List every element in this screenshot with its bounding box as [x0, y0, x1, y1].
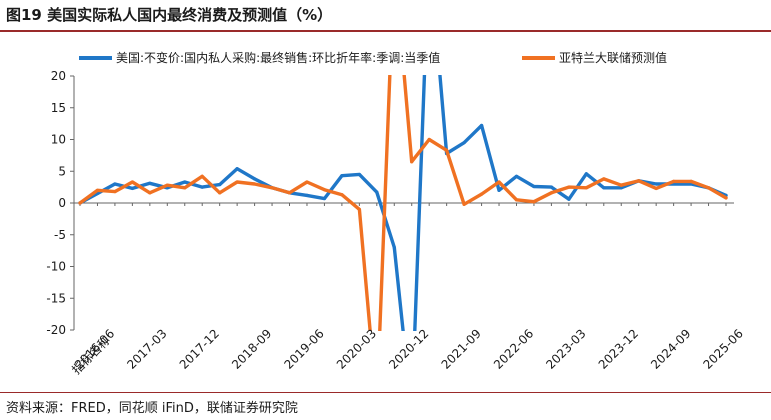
data-point — [445, 148, 449, 152]
data-point — [479, 123, 484, 128]
data-point — [305, 193, 309, 197]
data-point — [305, 180, 309, 184]
data-point — [410, 160, 414, 164]
data-point — [183, 180, 187, 184]
data-point — [654, 186, 658, 190]
data-point — [724, 196, 728, 200]
data-point — [497, 188, 501, 192]
source-divider — [0, 392, 771, 393]
series-line-1 — [78, 75, 728, 331]
data-point — [514, 198, 519, 202]
data-point — [497, 180, 501, 184]
data-point — [183, 186, 187, 190]
data-point — [130, 186, 134, 190]
y-tick-label: 15 — [51, 101, 66, 115]
data-point — [584, 186, 588, 190]
x-tick-label: 2017-03 — [124, 326, 169, 371]
data-point — [479, 192, 484, 196]
y-tick-label: 0 — [58, 196, 66, 210]
data-point — [584, 172, 588, 176]
data-point — [689, 179, 693, 184]
y-tick-label: -15 — [46, 291, 66, 305]
data-point — [322, 196, 327, 201]
y-tick-label: 5 — [58, 164, 66, 178]
data-point — [672, 179, 676, 184]
data-point — [340, 174, 344, 178]
line-chart: 美国:不变价:国内私人采购:最终销售:环比折年率:季调:当季值 亚特兰大联储预测… — [46, 50, 745, 377]
data-point — [218, 191, 222, 195]
data-point — [654, 182, 658, 186]
data-point — [637, 179, 641, 183]
data-point — [427, 137, 431, 142]
data-point — [602, 186, 606, 190]
series-line-2 — [78, 75, 728, 331]
data-point — [392, 245, 396, 250]
data-point — [148, 191, 152, 195]
data-point — [462, 202, 466, 206]
data-point — [532, 184, 536, 189]
y-tick-label: 10 — [51, 133, 66, 147]
x-tick-label: 2019-06 — [281, 326, 326, 371]
data-point — [113, 189, 117, 194]
chart-legend: 美国:不变价:国内私人采购:最终销售:环比折年率:季调:当季值 亚特兰大联储预测… — [79, 50, 667, 65]
x-tick-label: 2023-12 — [596, 326, 641, 371]
data-point — [200, 185, 204, 189]
data-point — [514, 174, 519, 178]
data-point — [340, 193, 344, 197]
data-point — [322, 188, 327, 192]
data-point — [252, 182, 257, 186]
data-point — [357, 172, 361, 177]
data-point — [113, 182, 117, 186]
title-divider — [0, 30, 771, 32]
data-point — [165, 183, 169, 187]
data-point — [252, 177, 257, 181]
y-tick-label: -20 — [46, 323, 66, 337]
x-tick-label: 2016-06 — [72, 326, 117, 371]
data-point — [532, 200, 536, 204]
x-tick-label: 2018-09 — [229, 326, 274, 371]
data-point — [95, 188, 100, 192]
data-point — [200, 174, 204, 178]
data-point — [619, 183, 623, 187]
data-point — [375, 190, 379, 194]
data-point — [549, 185, 554, 189]
legend-label-series-2: 亚特兰大联储预测值 — [559, 50, 667, 65]
data-point — [218, 182, 222, 187]
x-tick-label: 2021-09 — [439, 326, 484, 371]
data-point — [130, 180, 134, 184]
x-tick-label: 2020-03 — [334, 326, 379, 371]
x-tick-label: 2025-06 — [700, 326, 745, 371]
data-point — [148, 181, 152, 185]
data-point — [567, 197, 571, 201]
data-point — [462, 141, 466, 145]
y-tick-label: 20 — [51, 69, 66, 83]
data-point — [706, 186, 711, 190]
chart-title: 图19 美国实际私人国内最终消费及预测值（%） — [6, 6, 333, 24]
x-tick-label: 2022-06 — [491, 326, 536, 371]
y-tick-label: -10 — [46, 260, 66, 274]
y-tick-label: -5 — [54, 228, 66, 242]
x-tick-label: 2017-12 — [177, 326, 222, 371]
x-tick-label: 2020-12 — [386, 326, 431, 371]
data-point — [270, 186, 274, 190]
legend-label-series-1: 美国:不变价:国内私人采购:最终销售:环比折年率:季调:当季值 — [116, 50, 440, 65]
x-tick-label: 2023-03 — [543, 326, 588, 371]
data-point — [619, 186, 623, 190]
data-point — [549, 191, 554, 195]
data-point — [235, 180, 239, 184]
data-point — [602, 177, 606, 181]
data-point — [78, 201, 82, 205]
x-tick-label: 2024-09 — [648, 326, 693, 371]
source-note: 资料来源：FRED，同花顺 iFinD，联储证券研究院 — [6, 401, 298, 416]
data-point — [235, 167, 239, 171]
data-point — [567, 185, 571, 189]
data-point — [357, 207, 361, 211]
data-point — [287, 191, 292, 195]
